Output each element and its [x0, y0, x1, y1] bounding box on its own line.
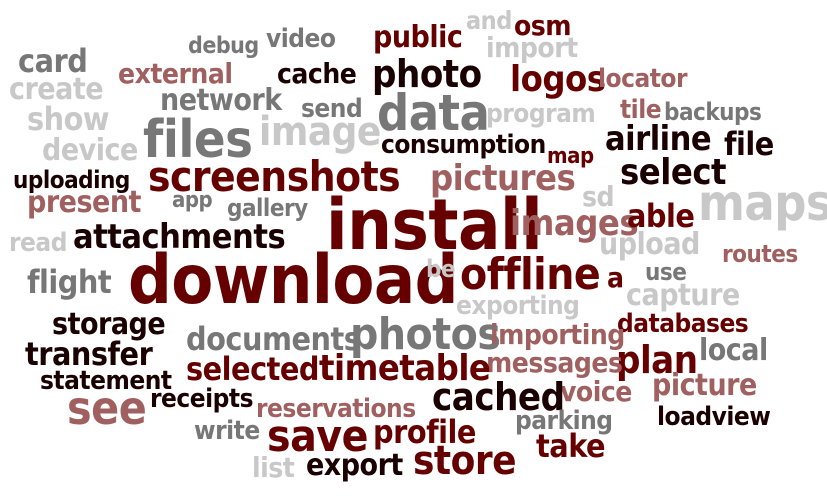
word-cache: cache — [277, 57, 357, 90]
word-storage: storage — [52, 307, 166, 342]
word-write: write — [194, 416, 260, 446]
word-debug: debug — [188, 33, 259, 59]
word-upload: upload — [599, 227, 700, 262]
word-create: create — [9, 72, 104, 107]
word-local: local — [699, 333, 768, 368]
word-image: image — [259, 109, 381, 155]
word-sd: sd — [582, 180, 615, 213]
word-card: card — [18, 42, 88, 80]
word-voice: voice — [560, 375, 632, 408]
word-save: save — [267, 411, 368, 462]
word-transfer: transfer — [25, 335, 153, 373]
word-be: be — [426, 255, 456, 283]
word-uploading: uploading — [13, 166, 130, 194]
word-list: list — [252, 451, 295, 484]
word-app: app — [172, 188, 213, 213]
word-read: read — [9, 228, 67, 258]
word-flight: flight — [27, 263, 112, 301]
word-airline: airline — [605, 119, 712, 159]
word-consumption: consumption — [381, 130, 546, 160]
word-maps: maps — [698, 174, 827, 232]
word-device: device — [42, 133, 138, 168]
word-offline: offline — [460, 249, 601, 300]
word-capture: capture — [626, 278, 740, 313]
word-a: a — [607, 261, 624, 294]
word-loadview: loadview — [657, 402, 771, 432]
word-files: files — [143, 110, 253, 170]
word-osm: osm — [514, 9, 572, 42]
word-network: network — [160, 83, 282, 118]
word-cached: cached — [432, 375, 565, 419]
word-parking: parking — [515, 406, 613, 436]
word-plan: plan — [616, 338, 698, 382]
word-databases: databases — [617, 309, 749, 339]
word-data: data — [377, 84, 490, 142]
word-download: download — [128, 241, 458, 320]
word-and: and — [466, 6, 512, 35]
word-export: export — [306, 448, 403, 483]
word-map: map — [547, 144, 594, 169]
word-timetable: timetable — [319, 348, 491, 389]
word-statement: statement — [40, 366, 172, 396]
word-program: program — [486, 99, 596, 129]
word-documents: documents — [186, 320, 361, 358]
word-store: store — [413, 438, 517, 484]
word-use: use — [645, 258, 687, 286]
word-select: select — [620, 152, 727, 193]
word-selected: selected — [186, 350, 320, 388]
word-present: present — [27, 185, 141, 220]
word-video: video — [266, 24, 336, 54]
word-able: able — [627, 197, 695, 235]
word-messages: messages — [486, 346, 623, 379]
word-images: images — [510, 203, 639, 244]
word-importing: importing — [490, 318, 625, 351]
word-logos: logos — [510, 59, 606, 100]
word-photo: photo — [372, 52, 482, 96]
word-reservations: reservations — [256, 394, 416, 424]
word-photos: photos — [350, 309, 501, 360]
word-gallery: gallery — [227, 194, 308, 222]
word-show: show — [27, 100, 110, 138]
word-picture: picture — [652, 368, 757, 403]
word-exporting: exporting — [456, 291, 580, 321]
word-install: install — [326, 184, 543, 266]
word-attachments: attachments — [73, 217, 286, 257]
word-locator: locator — [598, 64, 688, 94]
word-profile: profile — [373, 413, 476, 451]
word-tile: tile — [620, 95, 662, 125]
word-screenshots: screenshots — [148, 152, 401, 201]
word-backups: backups — [664, 98, 762, 126]
word-take: take — [536, 427, 606, 465]
word-pictures: pictures — [430, 158, 576, 199]
word-file: file — [724, 125, 774, 163]
word-see: see — [67, 381, 147, 435]
word-routes: routes — [722, 240, 798, 268]
word-public: public — [373, 20, 463, 55]
word-send: send — [301, 94, 363, 124]
word-import: import — [486, 31, 578, 64]
word-receipts: receipts — [150, 384, 254, 414]
word-external: external — [118, 57, 233, 90]
